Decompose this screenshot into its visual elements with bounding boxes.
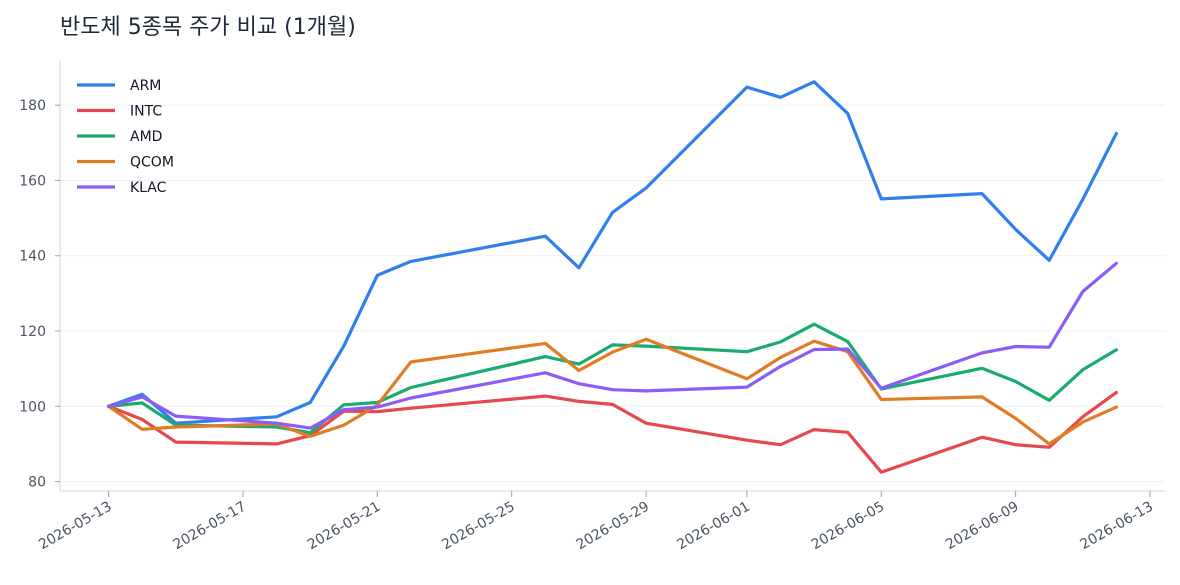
y-tick-label: 120 [19, 324, 46, 340]
legend: ARM INTC AMD QCOM KLAC [77, 78, 174, 196]
y-tick-label: 180 [19, 98, 46, 114]
grid [60, 104, 1165, 483]
y-tick-label: 80 [28, 475, 46, 491]
x-tick-label: 2026-06-05 [809, 499, 887, 554]
x-tick-label: 2026-06-09 [943, 499, 1021, 554]
x-axis: 2026-05-13 2026-05-17 2026-05-21 2026-05-25… [36, 491, 1156, 553]
x-tick-label: 2026-05-21 [305, 499, 383, 554]
legend-label-amd: AMD [130, 129, 162, 145]
series-lines [106, 80, 1119, 474]
x-tick-label: 2026-06-13 [1078, 499, 1156, 554]
series-line-intc [106, 390, 1119, 474]
series-line-arm [106, 80, 1119, 425]
x-tick-label: 2026-05-17 [170, 499, 248, 554]
x-tick-label: 2026-05-29 [574, 499, 652, 554]
y-tick-label: 100 [19, 399, 46, 415]
legend-label-arm: ARM [130, 78, 161, 94]
x-tick-label: 2026-05-13 [36, 499, 114, 554]
x-tick-label: 2026-05-25 [439, 499, 517, 554]
y-tick-label: 160 [19, 173, 46, 189]
legend-label-klac: KLAC [130, 180, 167, 196]
series-line-qcom [106, 337, 1119, 446]
chart-title: 반도체 5종목 주가 비교 (1개월) [60, 15, 356, 40]
y-axis: 80 100 120 140 160 180 [19, 98, 60, 491]
series-line-klac [106, 261, 1119, 430]
x-tick-label: 2026-06-01 [674, 499, 752, 554]
y-tick-label: 140 [19, 249, 46, 265]
legend-label-qcom: QCOM [130, 155, 174, 171]
legend-label-intc: INTC [130, 104, 162, 120]
